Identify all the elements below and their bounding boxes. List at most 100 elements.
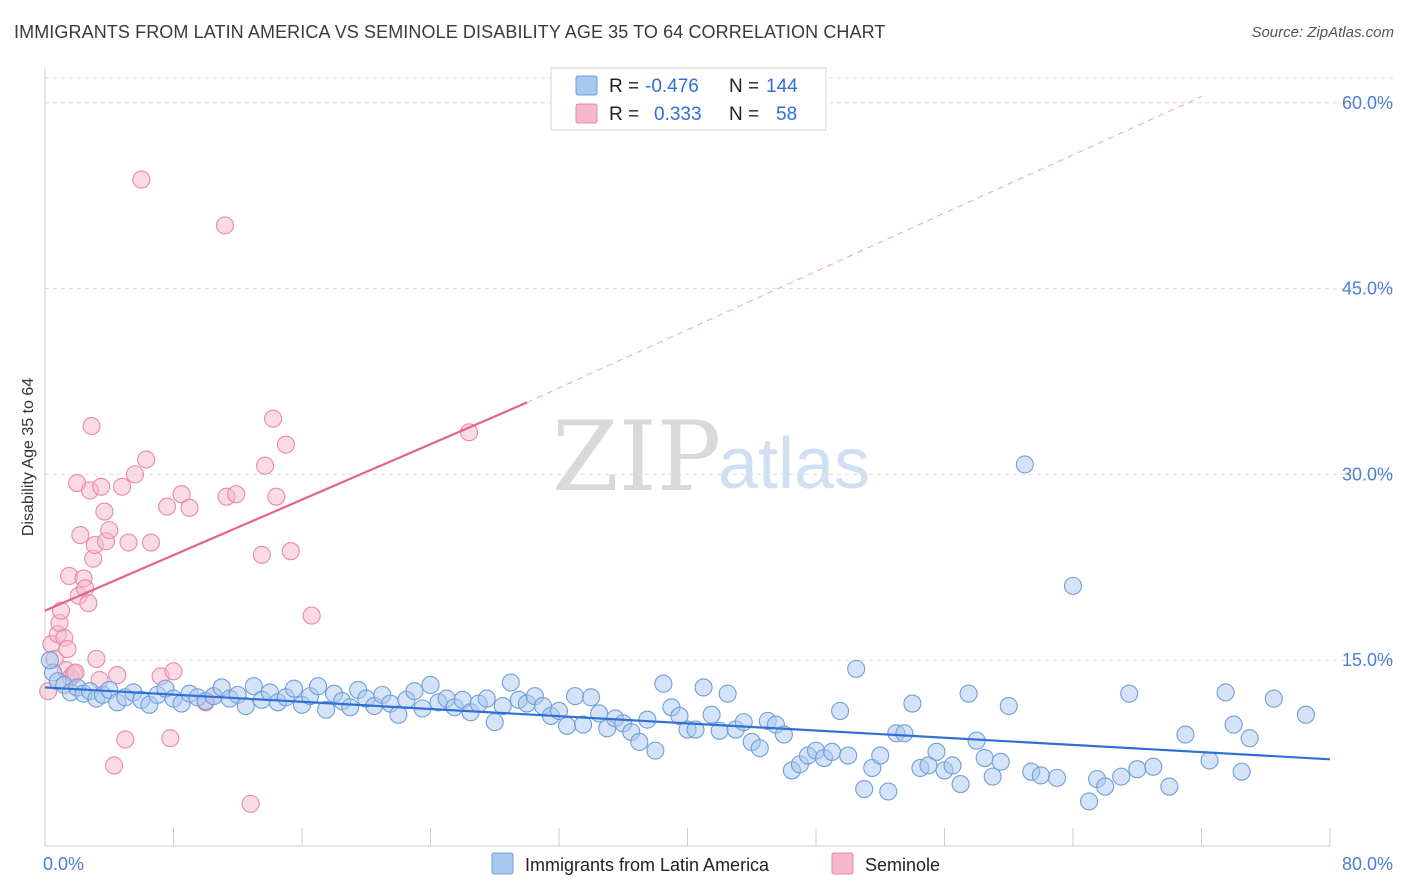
latin-america-point bbox=[686, 720, 705, 739]
seminole-point bbox=[105, 756, 124, 775]
legend-item-latin-america: Immigrants from Latin America bbox=[525, 855, 770, 875]
seminole-point bbox=[180, 498, 199, 517]
legend-item-seminole: Seminole bbox=[865, 855, 940, 875]
watermark: ZIP atlas bbox=[552, 401, 870, 513]
latin-america-point bbox=[1160, 777, 1179, 796]
seminole-trend-line bbox=[44, 401, 528, 612]
watermark-atlas: atlas bbox=[718, 424, 870, 504]
seminole-point bbox=[161, 729, 180, 748]
latin-america-point bbox=[983, 767, 1002, 786]
seminole-point bbox=[87, 649, 106, 669]
latin-america-point bbox=[309, 677, 328, 696]
latin-america-point bbox=[1112, 767, 1131, 786]
correlation-legend: R = -0.476 N = 144 R = 0.333 N = 58 bbox=[550, 67, 827, 131]
latin-america-point bbox=[1264, 689, 1283, 708]
seminole-point bbox=[108, 666, 127, 685]
legend-n-value: 144 bbox=[766, 76, 798, 97]
latin-america-point bbox=[1047, 768, 1066, 787]
y-tick-label: 60.0% bbox=[1342, 93, 1393, 113]
tick-labels: 15.0% 30.0% 45.0% 60.0% 0.0% 80.0% bbox=[43, 93, 1393, 874]
latin-america-point bbox=[405, 682, 424, 701]
latin-america-point bbox=[943, 756, 962, 775]
seminole-point bbox=[227, 485, 246, 504]
y-tick-label: 15.0% bbox=[1342, 650, 1393, 670]
latin-america-point bbox=[421, 675, 440, 695]
latin-america-point bbox=[871, 746, 890, 765]
latin-america-point bbox=[670, 706, 689, 725]
seminole-point bbox=[71, 526, 90, 545]
source-credit: Source: ZipAtlas.com bbox=[1251, 24, 1394, 41]
latin-america-point bbox=[638, 710, 657, 729]
seminole-point bbox=[264, 409, 283, 428]
legend-n-label: N = bbox=[729, 104, 759, 125]
latin-america-point bbox=[284, 679, 304, 698]
legend-pink-swatch bbox=[575, 103, 598, 124]
y-tick-label: 45.0% bbox=[1342, 279, 1393, 299]
seminole-point bbox=[252, 545, 271, 564]
latin-america-point bbox=[389, 705, 408, 724]
latin-america-point bbox=[1200, 751, 1219, 770]
seminole-point bbox=[241, 794, 260, 813]
seminole-point bbox=[113, 477, 132, 496]
y-axis-label: Disability Age 35 to 64 bbox=[20, 378, 37, 536]
latin-america-point bbox=[630, 732, 649, 751]
x-tick-label: 80.0% bbox=[1342, 854, 1393, 874]
latin-america-point bbox=[244, 677, 263, 696]
latin-america-point bbox=[1063, 576, 1083, 595]
latin-america-point bbox=[566, 687, 585, 706]
latin-america-point bbox=[1128, 760, 1147, 779]
legend-item-swatch-seminole bbox=[831, 852, 854, 875]
latin-america-point bbox=[823, 742, 842, 761]
latin-america-point bbox=[1296, 705, 1315, 724]
latin-america-point bbox=[493, 696, 512, 716]
latin-america-point bbox=[1144, 757, 1163, 776]
latin-america-point bbox=[477, 689, 496, 708]
gridlines bbox=[45, 77, 1393, 661]
latin-america-point bbox=[895, 724, 914, 743]
latin-america-point bbox=[1216, 683, 1235, 702]
seminole-point bbox=[92, 477, 111, 496]
latin-america-point bbox=[1232, 762, 1251, 781]
latin-america-point bbox=[774, 725, 793, 744]
latin-america-point bbox=[1120, 684, 1139, 703]
seminole-point bbox=[79, 594, 98, 613]
latin-america-point bbox=[718, 684, 737, 703]
seminole-point bbox=[95, 502, 114, 521]
latin-america-point bbox=[879, 782, 898, 801]
seminole-point bbox=[141, 533, 161, 552]
trend-lines bbox=[44, 96, 1331, 761]
seminole-point bbox=[119, 533, 138, 552]
latin-america-point bbox=[582, 688, 601, 707]
latin-america-point bbox=[501, 673, 520, 692]
legend-r-value: 0.333 bbox=[654, 104, 702, 125]
latin-america-point bbox=[734, 713, 753, 732]
legend-n-label: N = bbox=[729, 76, 759, 97]
seminole-point bbox=[215, 216, 234, 235]
seminole-point bbox=[116, 730, 135, 749]
seminole-point bbox=[267, 487, 286, 506]
latin-america-point bbox=[694, 678, 713, 697]
seminole-trend-extension bbox=[526, 96, 1202, 403]
latin-america-point bbox=[341, 698, 360, 717]
latin-america-point bbox=[654, 674, 673, 693]
latin-america-point bbox=[1015, 455, 1034, 474]
latin-america-point bbox=[40, 651, 59, 670]
latin-america-point bbox=[847, 659, 866, 678]
y-tick-label: 30.0% bbox=[1342, 464, 1393, 484]
latin-america-point bbox=[1096, 777, 1115, 796]
latin-america-point bbox=[991, 752, 1010, 771]
latin-america-point bbox=[574, 715, 593, 734]
x-tick-label: 0.0% bbox=[43, 854, 84, 874]
seminole-point bbox=[281, 542, 300, 561]
latin-america-point bbox=[646, 741, 665, 760]
seminole-point bbox=[137, 450, 156, 469]
latin-america-point bbox=[951, 775, 970, 794]
legend-blue-swatch bbox=[575, 75, 598, 96]
seminole-point bbox=[164, 662, 183, 681]
seminole-point bbox=[172, 485, 191, 504]
seminole-points bbox=[39, 170, 479, 813]
seminole-point bbox=[82, 417, 101, 436]
latin-america-point bbox=[1031, 766, 1050, 785]
seminole-point bbox=[100, 521, 119, 540]
latin-america-point bbox=[959, 684, 978, 703]
